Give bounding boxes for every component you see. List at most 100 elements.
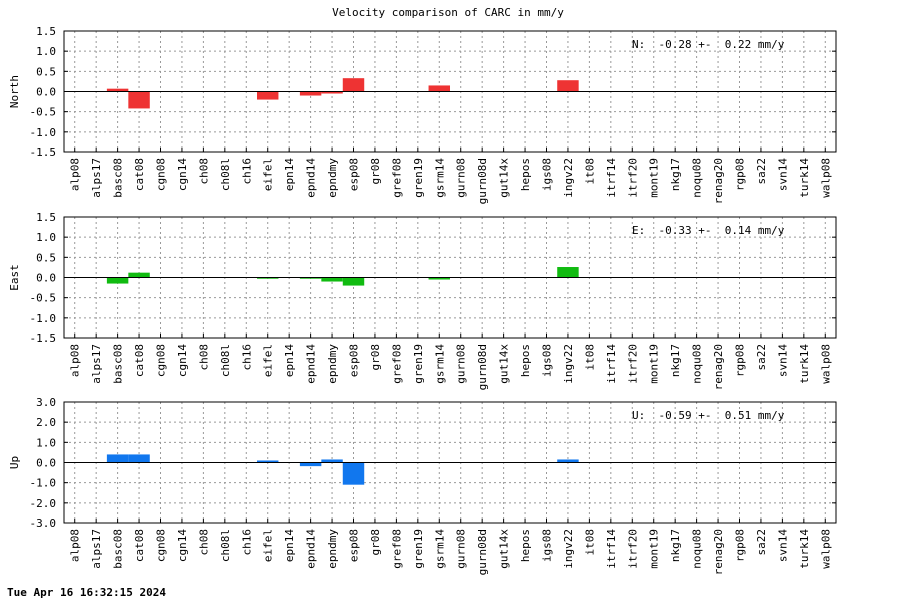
bar-ingv22 (557, 459, 579, 463)
x-tick-label: ingv22 (562, 344, 575, 384)
x-tick-label: sa22 (755, 344, 768, 371)
x-tick-label: itrf20 (626, 529, 639, 569)
panel-up: 3.0 2.0 1.0 0.0 -1.0 -2.0 -3.0 alp08 alps17 basc0… (8, 396, 837, 575)
x-tick-label: noqu08 (691, 158, 704, 198)
x-tick-label: it08 (583, 529, 596, 556)
x-tick-label: cat08 (133, 529, 146, 562)
y-tick-label: -1.0 (30, 126, 57, 139)
x-tick-label: renag20 (712, 158, 725, 204)
x-tick-label: gurn08 (455, 529, 468, 569)
y-tick-label: 0.0 (36, 457, 56, 470)
bar-esp08 (342, 277, 365, 286)
bar-cat08 (128, 91, 150, 109)
y-tick-label: 0.5 (36, 251, 56, 264)
x-tick-label: gut14x (498, 344, 511, 384)
x-tick-label: gr08 (369, 344, 382, 371)
x-tick-label: esp08 (348, 529, 361, 562)
x-tick-label: itrf20 (626, 158, 639, 198)
x-tick-label: itrf14 (605, 344, 618, 384)
y-tick-label: 3.0 (36, 396, 56, 409)
y-tick-label: -3.0 (30, 517, 57, 530)
x-tick-label: rgp08 (734, 158, 747, 191)
x-tick-label: noqu08 (691, 344, 704, 384)
bar-epndmy (321, 459, 343, 463)
x-tick-label: basc08 (112, 529, 125, 569)
x-tick-label: hepos (519, 344, 532, 377)
x-tick-label: esp08 (348, 344, 361, 377)
y-tick-label: 1.0 (36, 231, 56, 244)
chart-title: Velocity comparison of CARC in mm/y (332, 6, 564, 19)
bar-cat08 (128, 454, 150, 463)
x-tick-label: mont19 (648, 529, 661, 569)
y-tick-label: -1.5 (30, 332, 57, 345)
y-tick-label: -0.5 (30, 106, 57, 119)
bar-esp08 (342, 78, 365, 92)
x-tick-label: walp08 (819, 344, 832, 384)
bar-eifel (257, 277, 279, 279)
x-tick-label: gsrm14 (433, 529, 446, 569)
x-tick-label: alp08 (69, 529, 82, 562)
x-tick-label: walp08 (819, 158, 832, 198)
x-tick-label: gut14x (498, 529, 511, 569)
y-tick-label: -1.5 (30, 146, 57, 159)
y-tick-label: 1.5 (36, 211, 56, 224)
x-tick-label: cgn14 (176, 158, 189, 191)
x-tick-label: ch08 (197, 529, 210, 556)
y-tick-label: 0.0 (36, 86, 56, 99)
x-tick-label: gut14x (498, 158, 511, 198)
x-tick-label: epnd14 (305, 344, 318, 384)
y-axis-label: East (8, 264, 21, 291)
y-tick-label: 1.5 (36, 25, 56, 38)
bar-epndmy (321, 91, 343, 94)
bar-gsrm14 (428, 85, 450, 92)
x-tick-label: ch16 (240, 158, 253, 185)
x-tick-label: gr08 (369, 158, 382, 185)
x-tick-label: noqu08 (691, 529, 704, 569)
bar-epnd14 (299, 462, 322, 467)
x-tick-label: mont19 (648, 344, 661, 384)
x-tick-label: cgn14 (176, 344, 189, 377)
x-tick-label: epnd14 (305, 529, 318, 569)
x-tick-label: gurn08d (476, 158, 489, 204)
x-tick-label: gren19 (412, 529, 425, 569)
x-tick-label: itrf14 (605, 529, 618, 569)
bar-basc08 (106, 88, 129, 92)
x-tick-label: turk14 (798, 344, 811, 384)
panel-east: 1.5 1.0 0.5 0.0 -0.5 -1.0 -1.5 alp08 alps17 basc0… (8, 211, 837, 390)
bar-gsrm14 (428, 277, 450, 280)
x-tick-label: gr08 (369, 529, 382, 556)
x-tick-label: hepos (519, 158, 532, 191)
x-tick-label: ch08l (219, 158, 232, 191)
plot-frame (63, 401, 837, 524)
x-tick-label: esp08 (348, 158, 361, 191)
x-tick-label: mont19 (648, 158, 661, 198)
bar-epnd14 (299, 277, 322, 279)
x-tick-label: gref08 (390, 529, 403, 569)
x-tick-label: gref08 (390, 344, 403, 384)
x-tick-label: rgp08 (734, 529, 747, 562)
bar-cat08 (128, 272, 150, 278)
stats-annotation: U: -0.59 +- 0.51 mm/y (632, 409, 785, 422)
x-tick-label: itrf14 (605, 158, 618, 198)
x-tick-label: alp08 (69, 158, 82, 191)
x-tick-label: ch08l (219, 529, 232, 562)
x-tick-label: epn14 (283, 158, 296, 191)
x-tick-label: igs08 (541, 529, 554, 562)
timestamp: Tue Apr 16 16:32:15 2024 (7, 586, 166, 599)
y-tick-label: 0.0 (36, 272, 56, 285)
x-tick-label: ch08l (219, 344, 232, 377)
x-tick-label: basc08 (112, 158, 125, 198)
x-tick-label: cgn08 (155, 529, 168, 562)
x-tick-label: gref08 (390, 158, 403, 198)
x-tick-label: ch08 (197, 158, 210, 185)
x-tick-label: ingv22 (562, 158, 575, 198)
y-tick-label: -1.0 (30, 477, 57, 490)
y-axis-label: Up (8, 456, 21, 469)
bar-basc08 (106, 454, 129, 463)
x-tick-label: epndmy (326, 529, 339, 569)
x-tick-label: epndmy (326, 158, 339, 198)
bar-ingv22 (557, 80, 579, 92)
x-tick-label: cgn14 (176, 529, 189, 562)
x-tick-label: gurn08d (476, 344, 489, 390)
x-tick-label: sa22 (755, 158, 768, 185)
